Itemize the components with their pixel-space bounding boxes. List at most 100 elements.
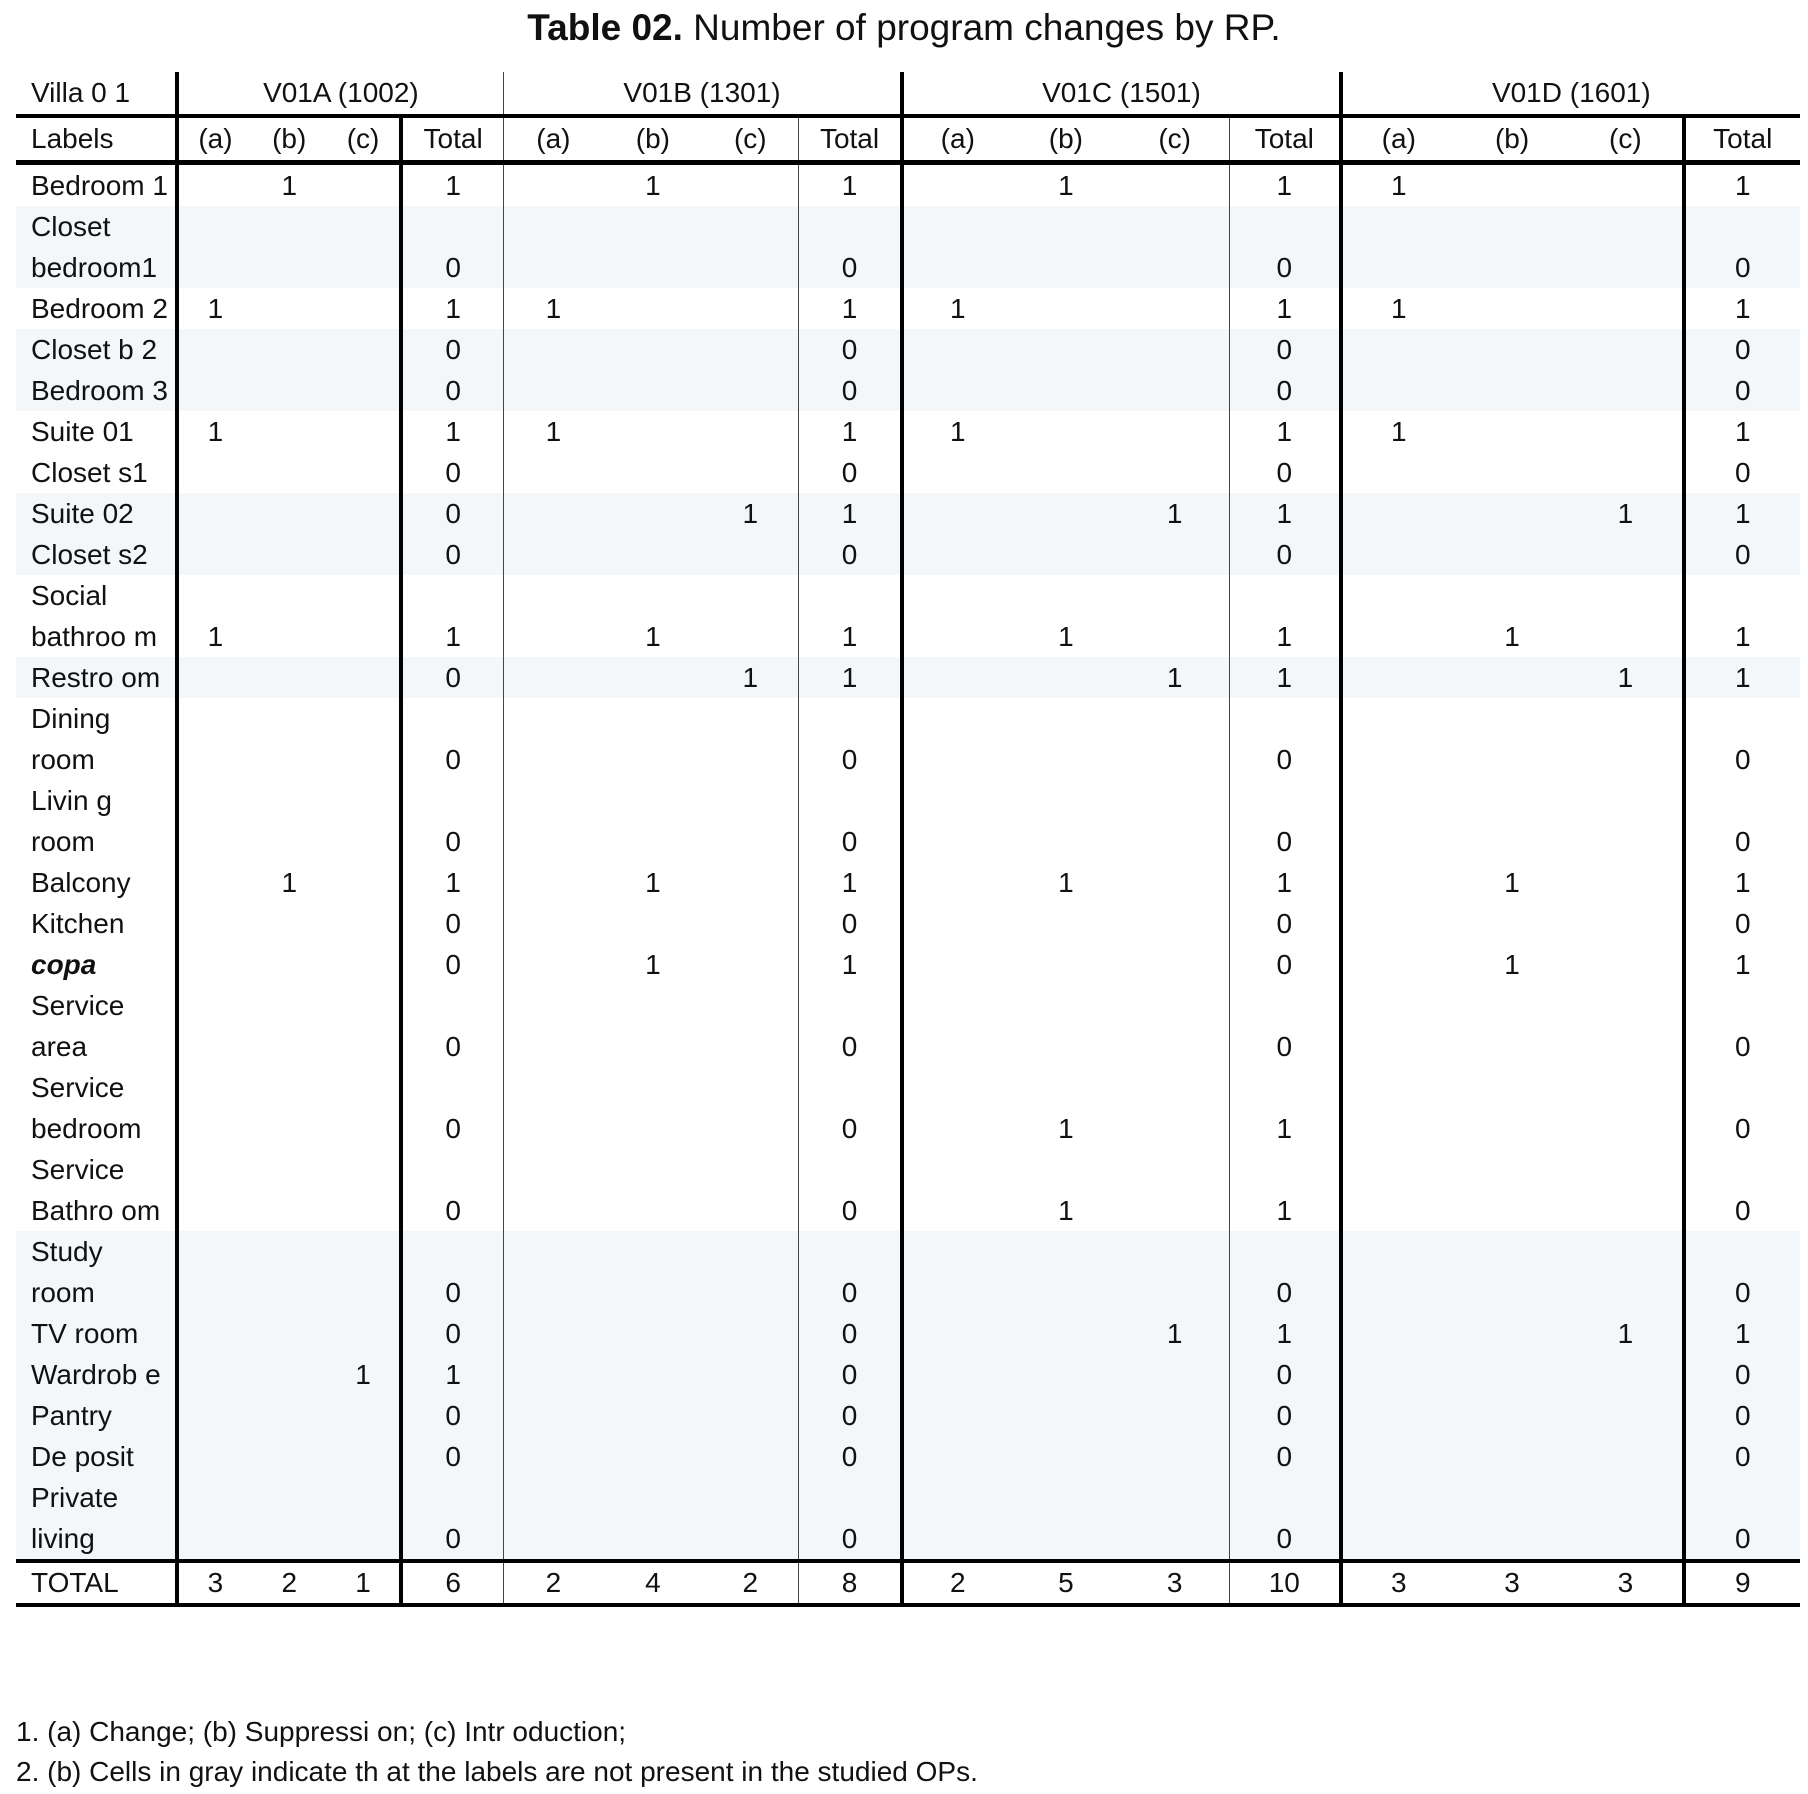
row-label: Dining room	[16, 698, 180, 780]
table-row: copa 0 1 1 0 1 1	[16, 944, 1800, 985]
table-cell	[603, 903, 703, 944]
table-cell	[503, 370, 604, 411]
table-cell	[1340, 1354, 1455, 1395]
table-cell	[251, 1436, 327, 1477]
table-cell	[1455, 698, 1569, 780]
table-cell	[1120, 1149, 1230, 1231]
table-cell: 0	[798, 534, 905, 575]
table-cell	[1340, 1231, 1455, 1313]
table-cell	[1120, 575, 1230, 657]
table-cell	[1569, 370, 1686, 411]
table-cell: 0	[1683, 329, 1800, 370]
table-cell	[1341, 452, 1455, 493]
table-cell: 0	[1229, 370, 1343, 411]
table-cell	[1569, 698, 1686, 780]
table-cell	[1569, 288, 1686, 329]
table-cell: 0	[1734, 1113, 1751, 1144]
table-cell	[326, 1313, 404, 1354]
total-cell: 1	[326, 1559, 404, 1607]
table-cell	[603, 1436, 703, 1477]
table-cell	[503, 1231, 604, 1313]
table-cell	[902, 1477, 1012, 1561]
table-cell	[1454, 329, 1570, 370]
table-row: Bedroom 2 1 1 1 1 1 1 1 1	[16, 288, 1800, 329]
column-header: Total	[1229, 114, 1343, 165]
table-cell	[252, 698, 327, 780]
table-cell	[177, 370, 252, 411]
table-cell	[1120, 1395, 1230, 1436]
table-cell	[503, 1436, 604, 1477]
table-cell	[1120, 370, 1230, 411]
table-cell	[702, 862, 799, 903]
table-cell	[251, 1477, 327, 1561]
table-cell	[603, 370, 703, 411]
table-cell	[326, 411, 404, 452]
table-cell	[1569, 1067, 1686, 1149]
table-cell: 1	[1683, 493, 1800, 534]
table-cell	[177, 944, 252, 985]
table-cell: 0	[401, 780, 504, 862]
table-row: Service Bathro om 0 0 1 1 0	[16, 1149, 1800, 1231]
program-changes-table: Villa 0 1 V01A (1002) V01B (1301) V01C (…	[16, 72, 1800, 1607]
table-cell	[1340, 329, 1455, 370]
total-cell: 2	[251, 1559, 327, 1607]
table-cell	[1011, 329, 1121, 370]
table-cell: 1	[1683, 657, 1800, 698]
table-cell	[1454, 493, 1570, 534]
table-cell: 1	[1120, 493, 1230, 534]
table-cell	[251, 657, 327, 698]
table-cell: 1	[1734, 293, 1751, 324]
table-cell: 0	[401, 370, 504, 411]
table-cell	[326, 206, 404, 288]
table-cell	[326, 1067, 404, 1149]
row-label: Livin g room	[16, 780, 180, 862]
table-cell	[1011, 534, 1121, 575]
table-cell: 1	[1229, 862, 1343, 903]
table-cell	[503, 206, 604, 288]
column-header: (c)	[702, 114, 799, 165]
table-cell: 0	[1734, 1031, 1751, 1062]
table-cell	[1011, 288, 1120, 329]
table-cell	[326, 370, 404, 411]
table-cell	[177, 1477, 252, 1561]
table-cell	[1340, 534, 1455, 575]
table-cell: 1	[1058, 867, 1074, 898]
table-cell: 1	[1229, 162, 1343, 206]
table-cell	[603, 1231, 703, 1313]
table-cell	[902, 534, 1012, 575]
table-cell	[1120, 288, 1230, 329]
table-cell: 0	[798, 698, 905, 780]
column-header: (b)	[1454, 114, 1570, 165]
table-cell: 0	[401, 1067, 504, 1149]
row-label: Balcony	[16, 862, 180, 903]
table-cell	[251, 1395, 327, 1436]
table-cell	[603, 534, 703, 575]
table-cell: 1	[645, 170, 661, 201]
table-cell	[251, 329, 327, 370]
table-cell	[603, 780, 703, 862]
table-cell	[1120, 985, 1230, 1067]
table-cell	[902, 1354, 1012, 1395]
table-cell: 0	[401, 206, 504, 288]
table-cell	[1454, 1231, 1570, 1313]
total-label: TOTAL	[16, 1559, 180, 1607]
table-cell	[1011, 780, 1120, 862]
table-cell	[326, 1231, 404, 1313]
table-cell	[1011, 1313, 1121, 1354]
table-cell: 1	[798, 162, 905, 206]
table-row: Service bedroom 0 0 1 1 0	[16, 1067, 1800, 1149]
table-cell: 0	[1229, 1436, 1343, 1477]
table-row: Livin g room 0 0 0 0	[16, 780, 1800, 862]
row-label: copa	[16, 944, 180, 985]
table-cell	[326, 534, 404, 575]
table-cell: 0	[401, 698, 504, 780]
row-label: Restro om	[16, 657, 180, 698]
table-cell: 1	[401, 411, 504, 452]
table-cell	[1569, 1477, 1686, 1561]
table-cell	[177, 493, 252, 534]
table-cell	[326, 1149, 404, 1231]
table-cell	[503, 452, 603, 493]
table-cell	[902, 493, 1012, 534]
row-label: Service bedroom	[16, 1067, 180, 1149]
table-cell	[1569, 329, 1686, 370]
